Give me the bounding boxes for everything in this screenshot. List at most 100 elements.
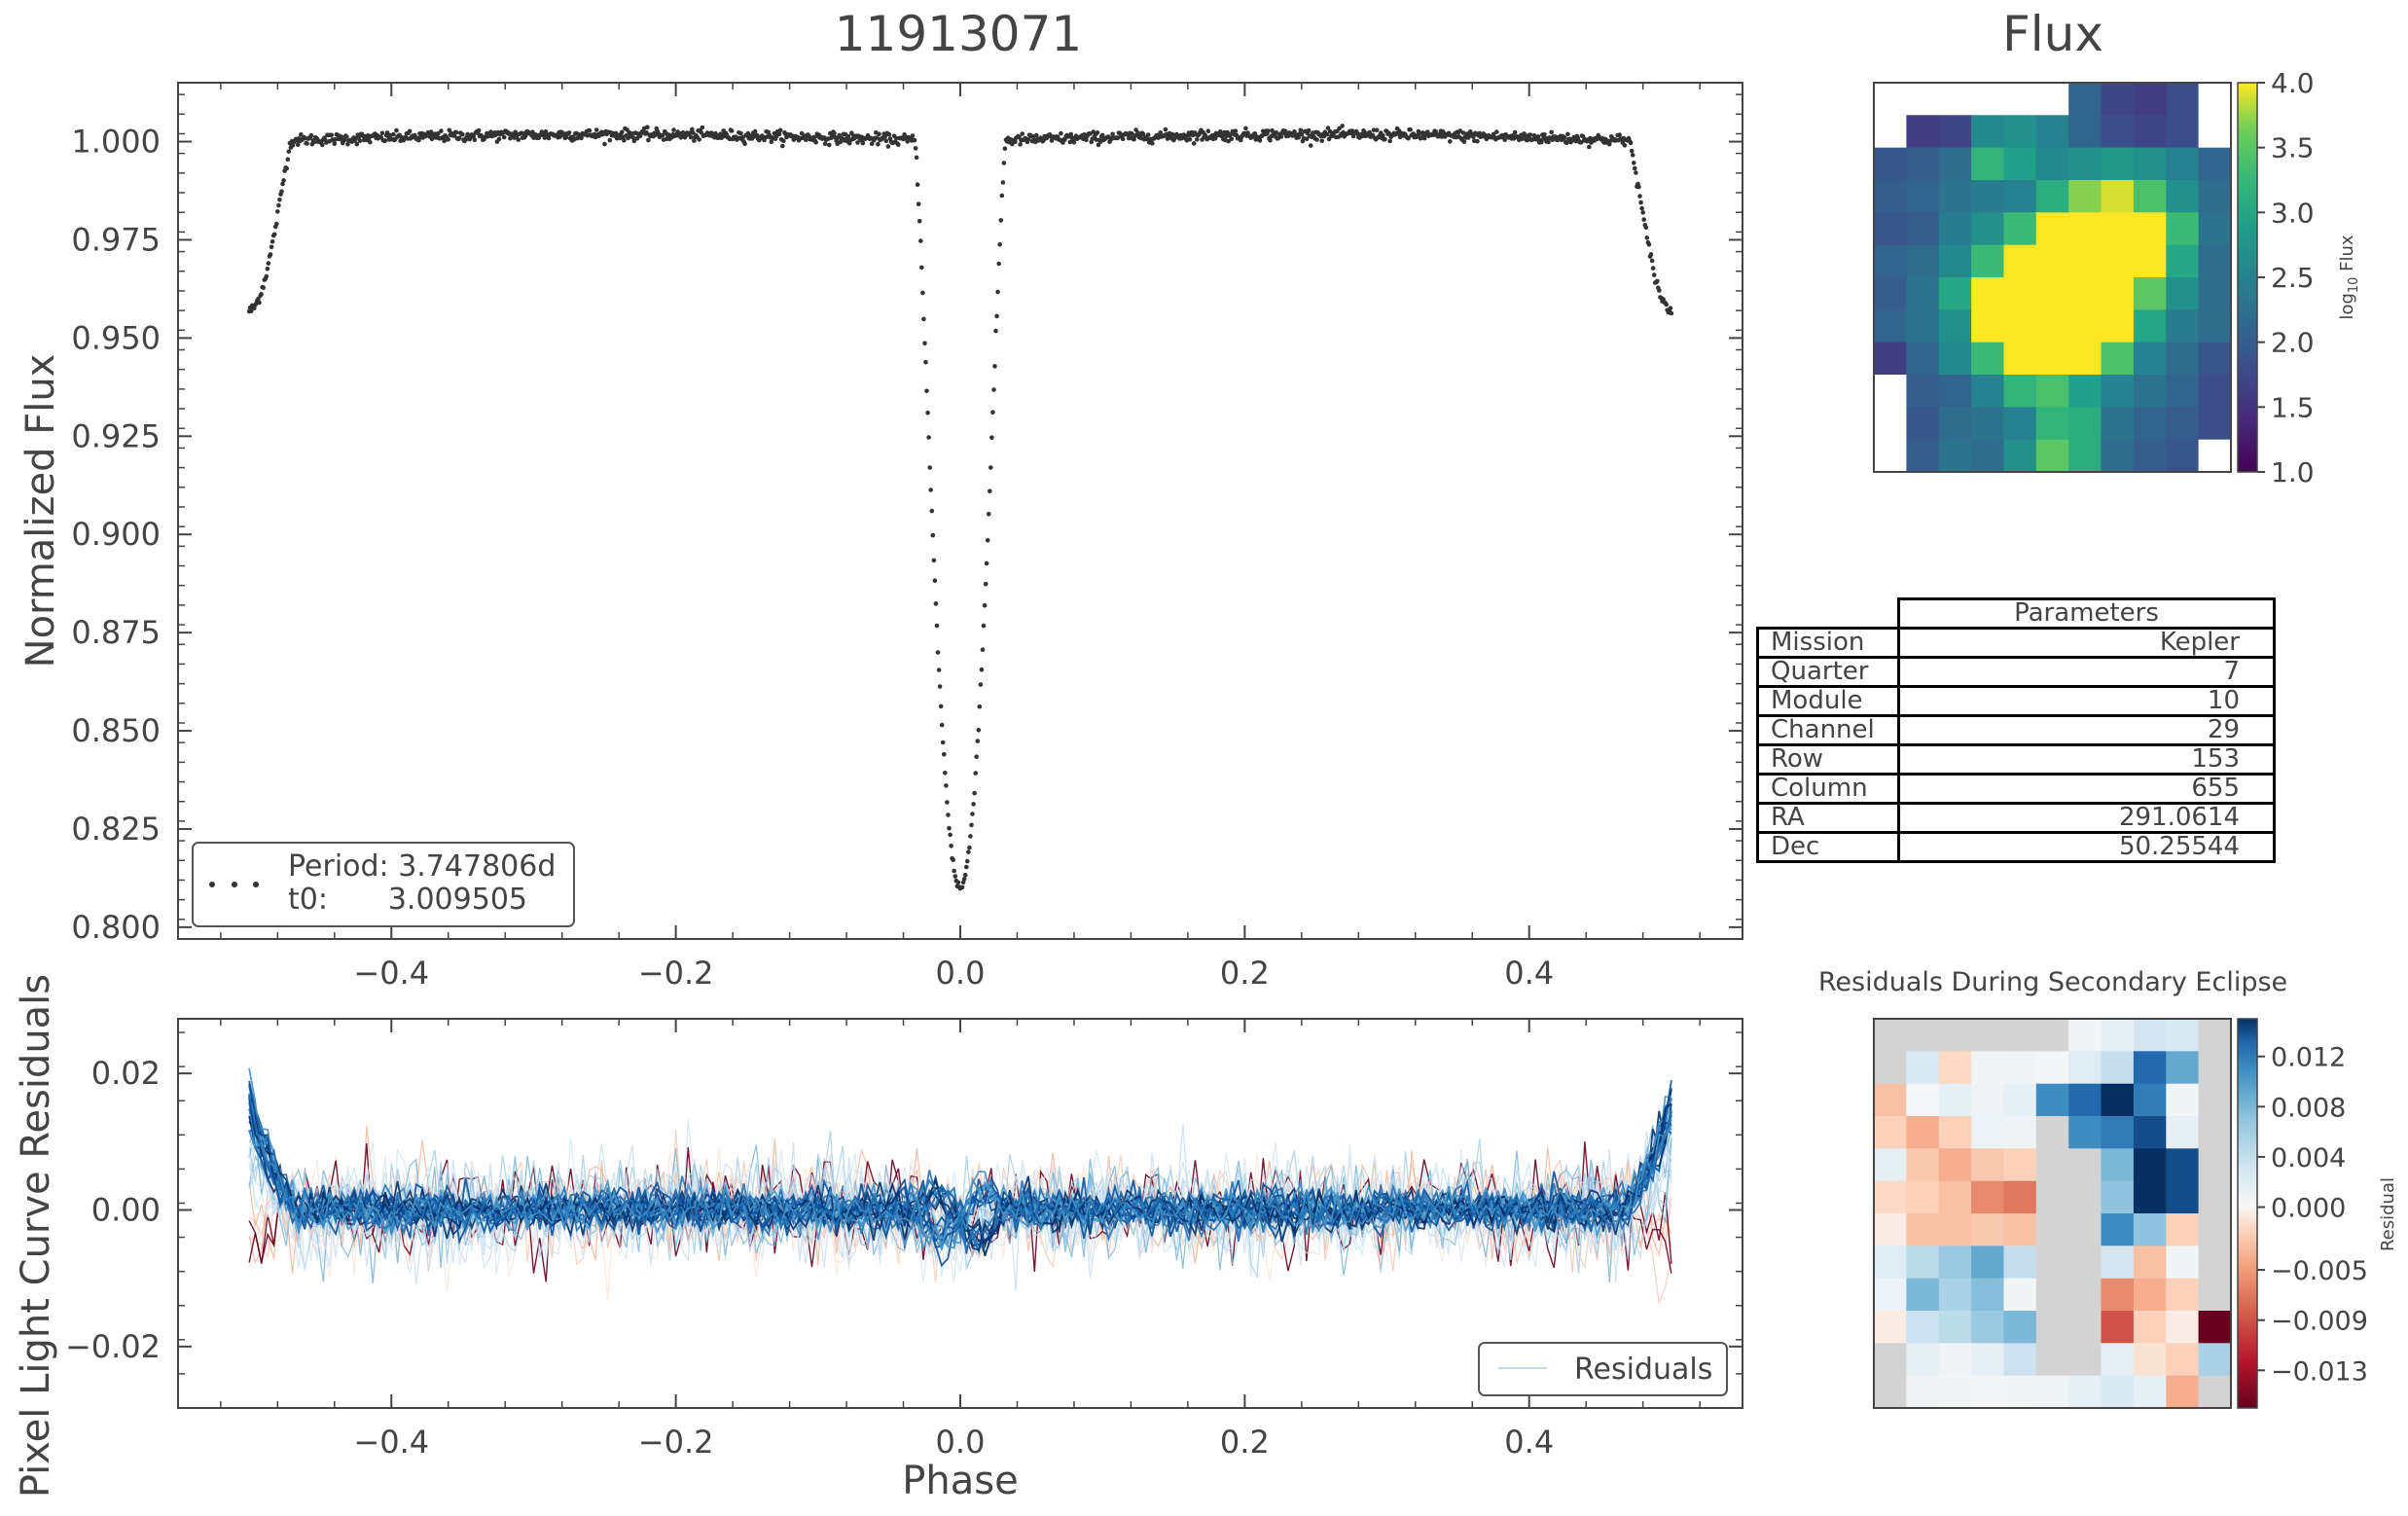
light-curve-point	[980, 647, 986, 652]
light-curve-point	[937, 684, 943, 689]
parameters-row: Row 153	[1756, 743, 2276, 776]
light-curve-point	[1471, 134, 1476, 139]
light-curve-point	[1243, 126, 1248, 131]
heatmap-cell	[1874, 1148, 1907, 1182]
light-curve-point	[1228, 132, 1233, 137]
residual-y-ticks: −0.02 0.00 0.02	[65, 1031, 1743, 1409]
colorbar-tick-label: 0.008	[2271, 1093, 2346, 1123]
heatmap-cell	[1906, 439, 1940, 473]
heatmap-cell	[2166, 1180, 2200, 1214]
residual-series-line	[248, 1153, 1671, 1285]
light-curve-point	[344, 134, 349, 139]
header-blank-cell	[1758, 599, 1899, 629]
light-curve-point	[1494, 129, 1499, 134]
heatmap-cell	[2003, 1116, 2037, 1149]
parameter-value: 29	[1897, 714, 2276, 746]
light-curve-point	[332, 141, 338, 146]
heatmap-cell	[2035, 1116, 2069, 1149]
light-curve-point	[982, 603, 988, 608]
light-curve-point	[939, 722, 945, 728]
light-curve-point	[1628, 140, 1634, 146]
light-curve-point	[1233, 128, 1239, 133]
light-curve-point	[924, 388, 929, 394]
light-curve-point	[886, 131, 892, 137]
light-curve-point	[944, 783, 949, 788]
light-curve-point	[382, 138, 388, 143]
light-curve-point	[893, 135, 899, 141]
heatmap-cell	[1938, 439, 1972, 473]
x-tick-label: −0.2	[638, 955, 714, 992]
legend-period: Period: 3.747806d	[288, 849, 556, 884]
light-curve-point	[1512, 129, 1518, 135]
light-curve-point	[1278, 134, 1284, 139]
light-curve-point	[456, 135, 462, 141]
light-curve-point	[691, 130, 696, 135]
light-curve-point	[271, 232, 277, 237]
light-curve-point	[384, 130, 390, 135]
light-curve-point	[961, 877, 967, 882]
light-curve-point	[1268, 137, 1273, 143]
colorbar-tick-label: 4.0	[2271, 67, 2315, 99]
heatmap-cell	[2166, 1148, 2200, 1182]
light-curve-point	[991, 387, 996, 392]
light-curve-x-ticks: −0.4 −0.2 0.0 0.2 0.4	[220, 83, 1701, 992]
light-curve-point	[1034, 132, 1039, 138]
heatmap-cell	[2101, 244, 2135, 278]
light-curve-point	[436, 130, 441, 136]
y-tick-label: 0.825	[71, 811, 161, 848]
heatmap-cell	[2133, 1019, 2167, 1052]
light-curve-point	[1350, 133, 1356, 139]
light-curve-point	[1325, 126, 1331, 130]
heatmap-cell	[1971, 1311, 2005, 1344]
light-curve-point	[1229, 136, 1235, 142]
y-tick-label: 0.925	[71, 417, 161, 454]
residual-panel: −0.4 −0.2 0.0 0.2 0.4 −0.02 0.00 0.02 Phase Pi…	[14, 974, 1743, 1503]
light-curve-point	[664, 136, 669, 142]
heatmap-cell	[2068, 180, 2103, 213]
light-curve-point	[1657, 288, 1662, 293]
flux-colorbar-ticks: 1.0 1.5 2.0 2.5 3.0 3.5 4.0	[2257, 67, 2315, 488]
y-tick-label: 0.950	[71, 319, 161, 356]
residual-heatmap-panel: Residuals During Secondary Eclipse 0.012…	[1818, 967, 2398, 1409]
heatmap-cell	[1938, 1148, 1972, 1182]
light-curve-point	[729, 128, 735, 133]
y-tick-label: 0.800	[71, 909, 161, 946]
light-curve-point	[922, 341, 927, 346]
light-curve-point	[1646, 242, 1652, 247]
heatmap-cell	[2003, 1180, 2037, 1214]
light-curve-point	[1000, 180, 1006, 185]
light-curve-points	[246, 124, 1674, 891]
light-curve-point	[1564, 140, 1569, 146]
light-curve-point	[285, 157, 291, 162]
heatmap-cell	[1906, 1148, 1940, 1182]
heatmap-cell	[2101, 1213, 2135, 1246]
residual-x-ticks: −0.4 −0.2 0.0 0.2 0.4	[220, 1019, 1701, 1461]
heatmap-cell	[1874, 375, 1907, 408]
light-curve-point	[896, 142, 901, 147]
heatmap-cell	[1906, 1278, 1940, 1312]
light-curve-point	[1617, 132, 1622, 137]
heatmap-cell	[1971, 1116, 2005, 1149]
light-curve-point	[1383, 136, 1387, 142]
heatmap-cell	[2101, 407, 2135, 441]
heatmap-cell	[1971, 83, 2005, 116]
light-curve-point	[501, 134, 507, 140]
light-curve-point	[1638, 199, 1643, 205]
light-curve-point	[1163, 126, 1168, 132]
light-curve-point	[579, 135, 584, 141]
heatmap-cell	[2068, 1083, 2103, 1117]
heatmap-cell	[2035, 212, 2069, 246]
heatmap-cell	[2035, 439, 2069, 473]
heatmap-cell	[1874, 1116, 1907, 1149]
light-curve-point	[1292, 128, 1297, 134]
light-curve-point	[1257, 138, 1263, 143]
light-curve-point	[1319, 138, 1324, 144]
colorbar-tick-label: 2.0	[2271, 327, 2315, 359]
light-curve-point	[279, 189, 284, 195]
light-curve-point	[966, 849, 971, 854]
residual-heatmap-cells	[1874, 1019, 2232, 1409]
light-curve-point	[522, 133, 528, 139]
heatmap-cell	[1906, 1180, 1940, 1214]
heatmap-cell	[2101, 1180, 2135, 1214]
light-curve-point	[476, 127, 482, 133]
